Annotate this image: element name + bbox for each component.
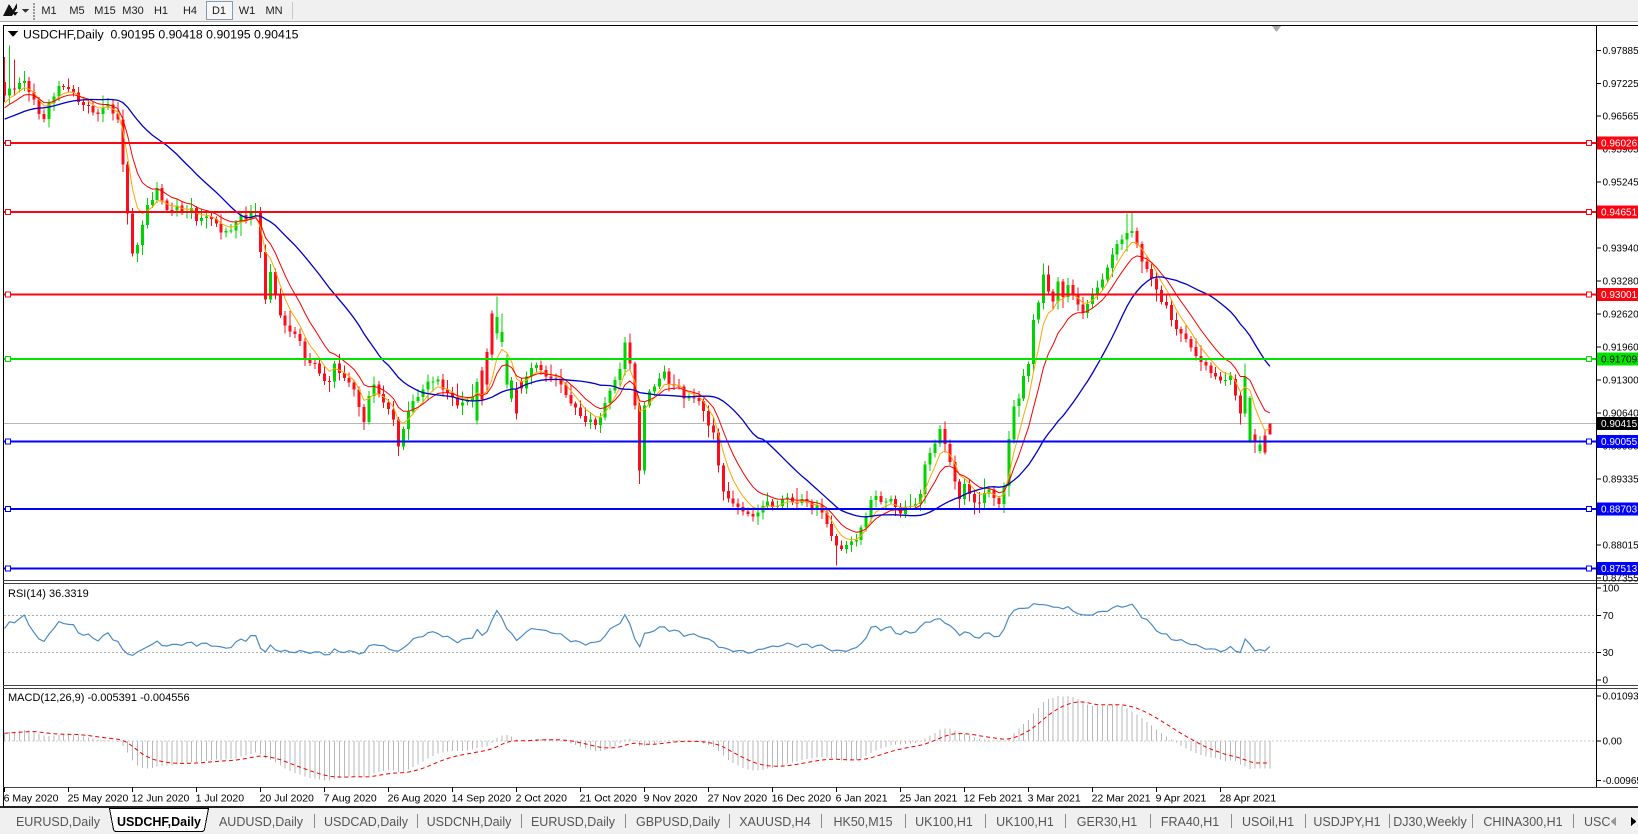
svg-text:9 Nov 2020: 9 Nov 2020 — [644, 793, 698, 805]
svg-text:0.88703: 0.88703 — [1601, 505, 1638, 516]
svg-text:USDCHF,Daily 0.90195 0.90418: USDCHF,Daily 0.90195 0.90418 0.90195 0.9… — [23, 28, 299, 42]
svg-text:MN: MN — [265, 5, 282, 17]
svg-text:1 Jul 2020: 1 Jul 2020 — [196, 793, 245, 805]
svg-text:M30: M30 — [122, 5, 143, 17]
svg-text:M15: M15 — [94, 5, 115, 17]
svg-text:0.94651: 0.94651 — [1601, 207, 1638, 218]
svg-text:W1: W1 — [239, 5, 256, 17]
svg-text:16 Dec 2020: 16 Dec 2020 — [772, 793, 832, 805]
svg-text:AUDUSD,Daily: AUDUSD,Daily — [219, 815, 304, 829]
svg-text:DJ30,Weekly: DJ30,Weekly — [1393, 815, 1467, 829]
svg-text:0.95905: 0.95905 — [1603, 145, 1638, 156]
svg-text:100: 100 — [1603, 584, 1620, 595]
svg-text:0.96026: 0.96026 — [1601, 139, 1638, 150]
svg-text:14 Sep 2020: 14 Sep 2020 — [452, 793, 512, 805]
svg-text:0.93940: 0.93940 — [1603, 244, 1638, 255]
svg-text:RSI(14) 36.3319: RSI(14) 36.3319 — [8, 588, 89, 600]
svg-text:USDCHF,Daily: USDCHF,Daily — [117, 815, 201, 829]
svg-text:H4: H4 — [183, 5, 197, 17]
svg-text:MACD(12,26,9) -0.005391 -0.004: MACD(12,26,9) -0.005391 -0.004556 — [8, 692, 190, 704]
svg-text:HK50,M15: HK50,M15 — [833, 815, 892, 829]
svg-text:12 Jun 2020: 12 Jun 2020 — [132, 793, 190, 805]
svg-text:M1: M1 — [41, 5, 56, 17]
svg-text:6 Jan 2021: 6 Jan 2021 — [836, 793, 888, 805]
svg-text:0.90415: 0.90415 — [1601, 419, 1638, 430]
svg-text:USDJPY,H1: USDJPY,H1 — [1313, 815, 1380, 829]
svg-text:0.87513: 0.87513 — [1601, 564, 1638, 575]
svg-text:0.92620: 0.92620 — [1603, 310, 1638, 321]
svg-text:0: 0 — [1603, 676, 1609, 687]
svg-text:0.97885: 0.97885 — [1603, 46, 1638, 57]
svg-text:70: 70 — [1603, 611, 1615, 622]
svg-text:EURUSD,Daily: EURUSD,Daily — [531, 815, 616, 829]
svg-text:UK100,H1: UK100,H1 — [996, 815, 1054, 829]
svg-text:0.91709: 0.91709 — [1601, 354, 1638, 365]
svg-text:H1: H1 — [154, 5, 168, 17]
svg-text:GBPUSD,Daily: GBPUSD,Daily — [636, 815, 721, 829]
svg-text:9 Apr 2021: 9 Apr 2021 — [1156, 793, 1207, 805]
svg-text:EURUSD,Daily: EURUSD,Daily — [16, 815, 101, 829]
svg-text:D1: D1 — [212, 5, 226, 17]
svg-text:21 Oct 2020: 21 Oct 2020 — [580, 793, 637, 805]
svg-text:3 Mar 2021: 3 Mar 2021 — [1028, 793, 1081, 805]
svg-text:0.91960: 0.91960 — [1603, 343, 1638, 354]
svg-text:USDCNH,Daily: USDCNH,Daily — [427, 815, 512, 829]
svg-text:7 Aug 2020: 7 Aug 2020 — [324, 793, 377, 805]
svg-text:25 Jan 2021: 25 Jan 2021 — [900, 793, 958, 805]
svg-text:USDCAD,Daily: USDCAD,Daily — [324, 815, 409, 829]
svg-text:0.90055: 0.90055 — [1601, 437, 1638, 448]
svg-text:2 Oct 2020: 2 Oct 2020 — [516, 793, 568, 805]
svg-text:0.00: 0.00 — [1603, 737, 1623, 748]
svg-text:0.96565: 0.96565 — [1603, 112, 1638, 123]
svg-text:0.93001: 0.93001 — [1601, 290, 1638, 301]
svg-text:12 Feb 2021: 12 Feb 2021 — [964, 793, 1023, 805]
svg-text:USOil,H1: USOil,H1 — [1242, 815, 1294, 829]
svg-text:0.91300: 0.91300 — [1603, 376, 1638, 387]
svg-text:XAUUSD,H4: XAUUSD,H4 — [739, 815, 811, 829]
svg-text:FRA40,H1: FRA40,H1 — [1161, 815, 1219, 829]
svg-text:-0.009653: -0.009653 — [1603, 776, 1638, 787]
svg-text:0.89335: 0.89335 — [1603, 474, 1638, 485]
svg-text:25 May 2020: 25 May 2020 — [68, 793, 129, 805]
svg-text:GER30,H1: GER30,H1 — [1077, 815, 1137, 829]
svg-text:UK100,H1: UK100,H1 — [915, 815, 973, 829]
svg-text:27 Nov 2020: 27 Nov 2020 — [708, 793, 768, 805]
svg-text:0.97225: 0.97225 — [1603, 79, 1638, 90]
svg-text:0.88015: 0.88015 — [1603, 540, 1638, 551]
svg-text:0.93280: 0.93280 — [1603, 277, 1638, 288]
svg-text:20 Jul 2020: 20 Jul 2020 — [260, 793, 314, 805]
svg-text:28 Apr 2021: 28 Apr 2021 — [1220, 793, 1277, 805]
svg-text:0.90640: 0.90640 — [1603, 409, 1638, 420]
svg-text:22 Mar 2021: 22 Mar 2021 — [1092, 793, 1151, 805]
svg-text:26 Aug 2020: 26 Aug 2020 — [388, 793, 447, 805]
svg-text:0.95245: 0.95245 — [1603, 178, 1638, 189]
svg-text:0.87355: 0.87355 — [1603, 573, 1638, 584]
svg-text:CHINA300,H1: CHINA300,H1 — [1483, 815, 1562, 829]
svg-text:30: 30 — [1603, 648, 1615, 659]
svg-text:USC: USC — [1584, 815, 1610, 829]
svg-text:6 May 2020: 6 May 2020 — [4, 793, 59, 805]
svg-text:M5: M5 — [69, 5, 84, 17]
svg-text:0.010933: 0.010933 — [1603, 692, 1638, 703]
